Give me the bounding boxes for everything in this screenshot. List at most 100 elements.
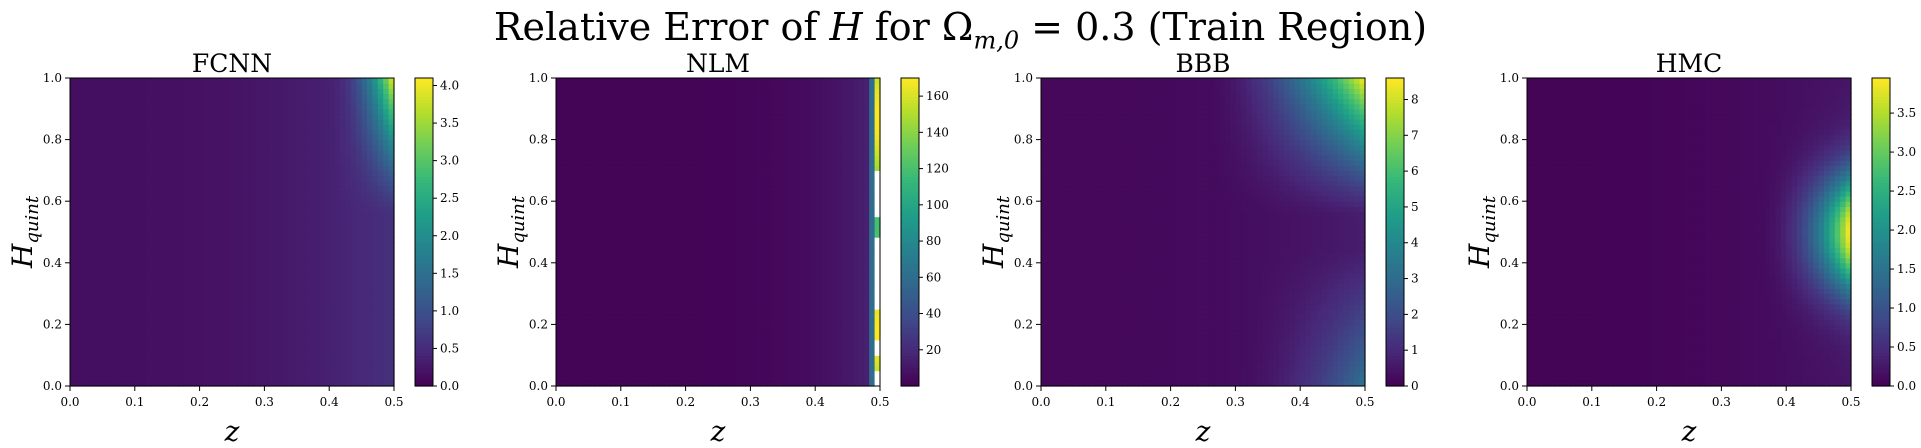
- colorbar-segment: [415, 299, 433, 304]
- heatmap-cell: [566, 375, 573, 382]
- heatmap-cell: [264, 262, 271, 269]
- heatmap-cell: [140, 88, 147, 94]
- heatmap-cell: [615, 360, 622, 367]
- heatmap-cell: [356, 165, 363, 171]
- heatmap-cell: [296, 160, 303, 166]
- heatmap-cell: [167, 103, 174, 110]
- heatmap-cell: [642, 242, 649, 248]
- heatmap-cell: [313, 278, 319, 284]
- heatmap-cell: [275, 298, 282, 305]
- heatmap-cell: [583, 273, 589, 279]
- heatmap-cell: [647, 108, 654, 115]
- heatmap-cell: [134, 334, 141, 341]
- heatmap-cell: [615, 380, 622, 387]
- heatmap-cell: [259, 237, 265, 243]
- heatmap-cell: [215, 365, 222, 372]
- heatmap-cell: [313, 211, 319, 218]
- heatmap-cell: [75, 360, 82, 367]
- heatmap-cell: [259, 298, 265, 305]
- heatmap-cell: [280, 303, 287, 310]
- heatmap-cell: [118, 329, 125, 336]
- heatmap-cell: [183, 314, 190, 320]
- heatmap-cell: [637, 303, 643, 310]
- heatmap-cell: [113, 232, 120, 238]
- heatmap-cell: [248, 129, 255, 136]
- heatmap-cell: [102, 206, 109, 213]
- heatmap-cell: [345, 221, 352, 228]
- heatmap-cell: [307, 221, 314, 228]
- heatmap-cell: [264, 247, 271, 254]
- colorbar-segment: [415, 173, 433, 178]
- heatmap-cell: [329, 288, 336, 295]
- heatmap-cell: [86, 334, 93, 341]
- heatmap-cell: [356, 288, 363, 295]
- heatmap-cell: [302, 375, 309, 382]
- heatmap-cell: [172, 252, 179, 259]
- heatmap-cell: [340, 288, 346, 295]
- heatmap-cell: [124, 175, 130, 182]
- heatmap-cell: [323, 83, 330, 89]
- heatmap-cell: [329, 257, 336, 264]
- heatmap-cell: [226, 267, 233, 274]
- heatmap-cell: [361, 155, 368, 161]
- heatmap-cell: [588, 242, 595, 248]
- heatmap-cell: [610, 108, 616, 115]
- heatmap-cell: [577, 273, 584, 279]
- heatmap-cell: [161, 103, 168, 110]
- heatmap-cell: [642, 88, 649, 94]
- heatmap-cell: [167, 196, 174, 202]
- heatmap-cell: [259, 134, 265, 141]
- heatmap-cell: [248, 134, 255, 141]
- heatmap-cell: [215, 149, 222, 156]
- heatmap-cell: [102, 216, 109, 223]
- heatmap-cell: [205, 180, 211, 187]
- heatmap-cell: [340, 165, 346, 171]
- heatmap-cell: [658, 155, 665, 161]
- heatmap-cell: [583, 242, 589, 248]
- heatmap-cell: [658, 350, 665, 356]
- heatmap-cell: [329, 267, 336, 274]
- heatmap-cell: [556, 324, 562, 331]
- heatmap-cell: [313, 185, 319, 192]
- heatmap-cell: [70, 88, 76, 94]
- heatmap-cell: [80, 283, 87, 290]
- heatmap-cell: [291, 257, 298, 264]
- heatmap-cell: [318, 98, 325, 105]
- heatmap-cell: [642, 221, 649, 228]
- heatmap-cell: [226, 129, 233, 136]
- heatmap-cell: [248, 139, 255, 146]
- heatmap-cell: [318, 93, 325, 100]
- heatmap-cell: [556, 344, 562, 351]
- heatmap-cell: [340, 309, 346, 315]
- heatmap-cell: [259, 355, 265, 361]
- heatmap-cell: [118, 221, 125, 228]
- heatmap-cell: [350, 119, 357, 125]
- heatmap-cell: [372, 119, 379, 125]
- heatmap-cell: [275, 180, 282, 187]
- heatmap-cell: [151, 237, 157, 243]
- heatmap-cell: [626, 103, 633, 110]
- colorbar-segment: [415, 96, 433, 101]
- heatmap-cell: [129, 262, 136, 269]
- heatmap-cell: [259, 303, 265, 310]
- heatmap-cell: [80, 180, 87, 187]
- heatmap-cell: [588, 206, 595, 213]
- heatmap-cell: [237, 93, 244, 100]
- heatmap-cell: [626, 113, 633, 120]
- heatmap-cell: [610, 324, 616, 331]
- heatmap-cell: [280, 283, 287, 290]
- heatmap-cell: [593, 293, 600, 300]
- heatmap-cell: [647, 247, 654, 254]
- heatmap-cell: [302, 129, 309, 136]
- heatmap-cell: [329, 283, 336, 290]
- heatmap-cell: [566, 134, 573, 141]
- heatmap-cell: [107, 375, 114, 382]
- heatmap-cell: [275, 273, 282, 279]
- heatmap-cell: [626, 319, 633, 325]
- heatmap-cell: [588, 334, 595, 341]
- heatmap-cell: [269, 185, 276, 192]
- heatmap-cell: [124, 324, 130, 331]
- heatmap-cell: [307, 88, 314, 94]
- heatmap-cell: [626, 288, 633, 295]
- heatmap-cell: [199, 288, 206, 295]
